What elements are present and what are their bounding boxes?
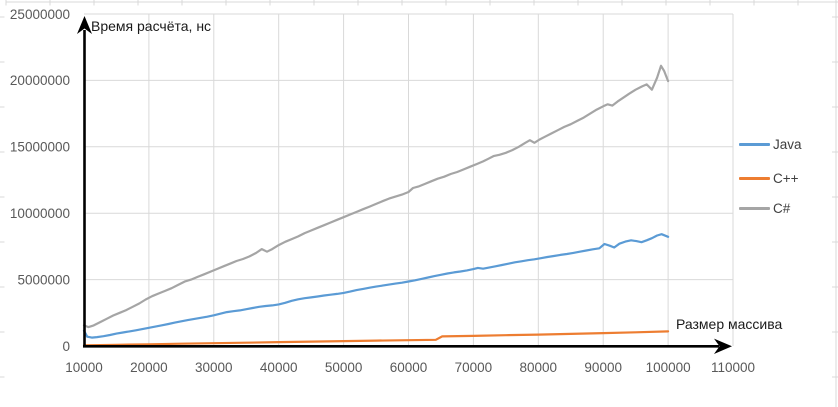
legend-label: Java <box>773 136 802 152</box>
y-tick-label: 10000000 <box>10 206 70 221</box>
y-axis-title: Время расчёта, нс <box>91 18 212 34</box>
axes <box>77 16 732 354</box>
y-tick-label: 0 <box>62 339 70 354</box>
gridlines <box>84 13 734 346</box>
x-tick-label: 30000 <box>195 360 233 375</box>
x-tick-label: 80000 <box>520 360 558 375</box>
legend-label: C# <box>773 200 791 216</box>
x-tick-label: 40000 <box>260 360 298 375</box>
x-tick-label: 100000 <box>646 360 691 375</box>
x-tick-label: 70000 <box>455 360 493 375</box>
series-line-csharp[interactable] <box>82 64 670 329</box>
legend-label: C++ <box>773 170 799 186</box>
x-tick-label: 10000 <box>65 360 103 375</box>
tick-labels: 0 5000000 10000000 15000000 20000000 25000000… <box>10 7 755 375</box>
series-line-java[interactable] <box>82 233 670 339</box>
y-tick-label: 20000000 <box>10 73 70 88</box>
x-tick-label: 60000 <box>390 360 428 375</box>
series-line-cpp[interactable] <box>82 330 670 347</box>
cpp-line-swatch-icon <box>739 176 770 180</box>
y-tick-label: 15000000 <box>10 140 70 155</box>
y-axis-arrow-icon <box>77 16 92 34</box>
x-tick-label: 50000 <box>325 360 363 375</box>
x-axis-arrow-icon <box>714 338 732 354</box>
legend-item-csharp[interactable]: C# <box>739 200 790 216</box>
series-lines <box>82 64 670 347</box>
y-tick-label: 25000000 <box>10 7 70 22</box>
legend-item-java[interactable]: Java <box>739 136 802 152</box>
java-line-swatch-icon <box>739 142 770 146</box>
x-tick-label: 90000 <box>584 360 622 375</box>
x-tick-label: 20000 <box>130 360 168 375</box>
x-axis-title: Размер массива <box>676 316 783 332</box>
legend-item-cpp[interactable]: C++ <box>739 170 799 186</box>
csharp-line-swatch-icon <box>739 206 770 210</box>
y-tick-label: 5000000 <box>17 272 70 287</box>
x-tick-label: 110000 <box>711 360 755 375</box>
